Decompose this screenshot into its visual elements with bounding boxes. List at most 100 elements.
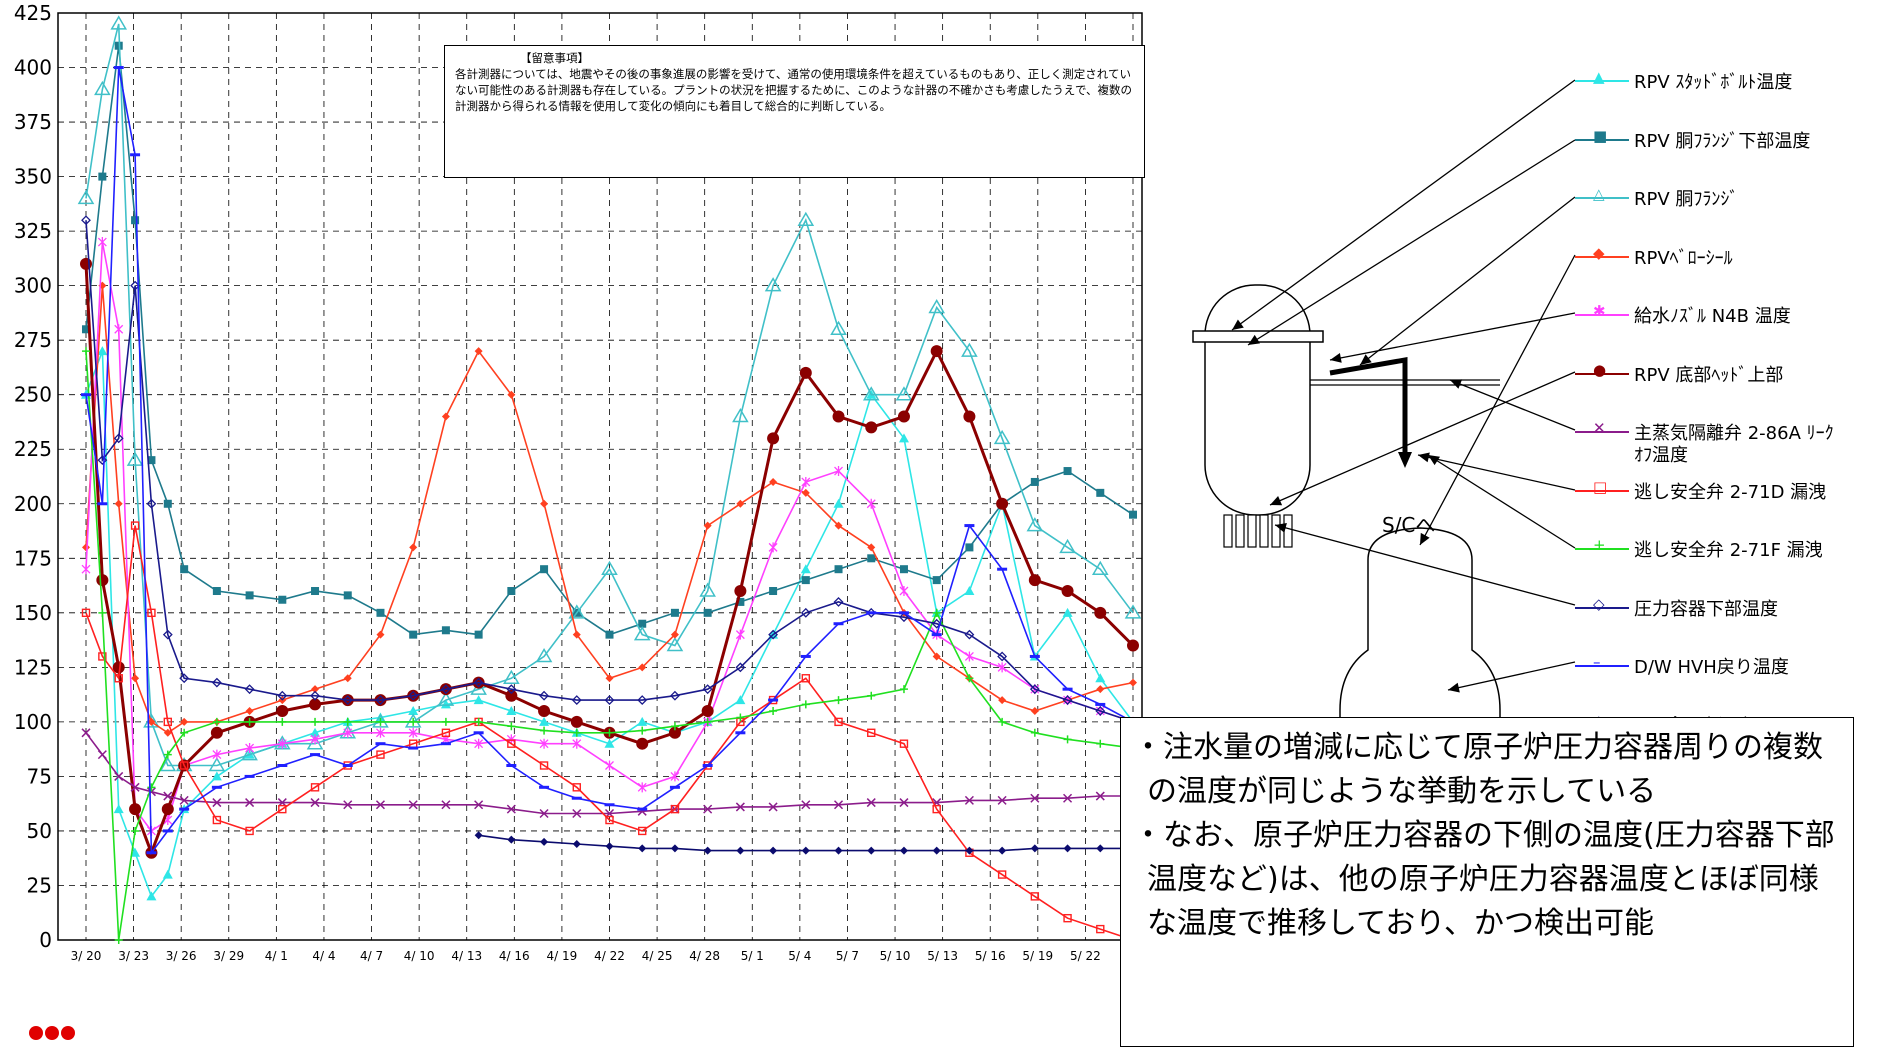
data-point	[699, 582, 716, 597]
data-point	[867, 543, 876, 552]
legend-marker: ●	[1593, 360, 1607, 379]
legend-label: RPV 胴ﾌﾗﾝｼﾞ	[1634, 189, 1739, 210]
data-point	[637, 782, 647, 793]
data-point	[211, 771, 222, 781]
data-point	[768, 802, 778, 812]
data-point	[98, 172, 107, 181]
data-point	[834, 800, 844, 810]
data-point	[1124, 604, 1142, 619]
pointer-line	[1427, 454, 1576, 549]
series-line	[85, 351, 1134, 941]
reactor-diagram: S/Cへ	[1192, 79, 1576, 721]
data-point	[865, 421, 878, 434]
notes-title: 【留意事項】	[520, 51, 589, 65]
data-point	[998, 717, 1007, 726]
data-point	[638, 726, 647, 735]
data-point	[604, 695, 615, 705]
data-point	[964, 629, 975, 640]
data-point	[1059, 538, 1076, 554]
data-point	[470, 680, 487, 695]
data-point	[633, 626, 651, 641]
data-point	[768, 542, 778, 553]
data-point	[1029, 684, 1040, 695]
data-point	[1030, 477, 1039, 486]
data-point	[130, 847, 141, 857]
legend-swatch-line	[1575, 606, 1629, 609]
data-point	[245, 826, 254, 836]
data-point	[867, 691, 876, 700]
data-point	[834, 696, 843, 705]
data-point	[147, 456, 156, 465]
data-point	[147, 608, 156, 618]
data-point	[212, 587, 221, 596]
data-point	[1030, 892, 1040, 901]
data-point	[212, 815, 222, 825]
data-point	[767, 432, 780, 445]
data-point	[799, 366, 812, 379]
legend-marker: △	[1593, 185, 1605, 203]
x-tick-label: 4/ 22	[594, 949, 625, 963]
data-point	[147, 717, 156, 726]
data-point	[310, 734, 320, 745]
data-point	[735, 695, 746, 705]
data-point	[1028, 574, 1041, 587]
x-tick-label: 4/ 4	[312, 949, 335, 963]
data-point	[832, 410, 845, 423]
data-point	[636, 737, 649, 750]
data-point	[638, 663, 647, 672]
x-tick-label: 5/ 1	[741, 949, 764, 963]
data-point	[114, 324, 124, 335]
data-point	[1063, 467, 1072, 476]
data-point	[997, 662, 1007, 673]
data-point	[244, 684, 255, 695]
data-point	[997, 651, 1008, 662]
legend-label: RPV 底部ﾍｯﾄﾞ上部	[1634, 364, 1784, 386]
data-point	[404, 713, 422, 728]
data-point	[932, 846, 941, 855]
data-point	[735, 662, 746, 673]
control-rod-drive	[1223, 514, 1233, 548]
pointer-line	[1359, 196, 1576, 366]
y-tick-label: 425	[14, 1, 52, 25]
data-point	[1129, 510, 1137, 519]
data-point	[210, 726, 223, 739]
legend-label: 給水ﾉｽﾞﾙ N4B 温度	[1634, 306, 1791, 327]
data-point	[114, 499, 123, 508]
data-point	[163, 791, 173, 801]
notes-box: 【留意事項】 各計測器については、地震やその後の事象進展の影響を受けて、通常の使…	[444, 45, 1145, 178]
series-7	[81, 521, 1138, 945]
data-point	[506, 804, 516, 814]
data-point	[605, 842, 614, 851]
data-point	[98, 652, 107, 661]
data-point	[97, 237, 107, 248]
legend-label: 逃し安全弁 2-71F 漏洩	[1634, 540, 1823, 561]
data-point	[131, 674, 140, 683]
data-point	[179, 761, 189, 770]
data-point	[769, 477, 778, 486]
data-point	[965, 674, 974, 683]
data-point	[503, 669, 520, 685]
data-point	[131, 826, 140, 835]
data-point	[146, 891, 157, 901]
data-point	[507, 739, 516, 748]
data-point	[159, 757, 177, 772]
data-point	[834, 846, 843, 855]
series-11	[474, 831, 1137, 855]
data-point	[77, 189, 95, 205]
data-point	[409, 543, 418, 552]
data-point	[474, 831, 483, 840]
data-point	[736, 846, 745, 855]
data-point	[797, 211, 815, 226]
x-tick-label: 4/ 19	[547, 949, 578, 963]
legend-marker: ■	[1593, 126, 1608, 145]
data-point	[735, 629, 745, 640]
data-point	[506, 684, 517, 695]
data-point	[834, 521, 843, 530]
data-point	[605, 674, 614, 683]
data-point	[670, 630, 679, 639]
data-point	[245, 706, 254, 715]
data-point	[801, 700, 810, 709]
data-point	[670, 690, 680, 701]
data-point	[998, 846, 1007, 855]
data-point	[932, 652, 941, 661]
